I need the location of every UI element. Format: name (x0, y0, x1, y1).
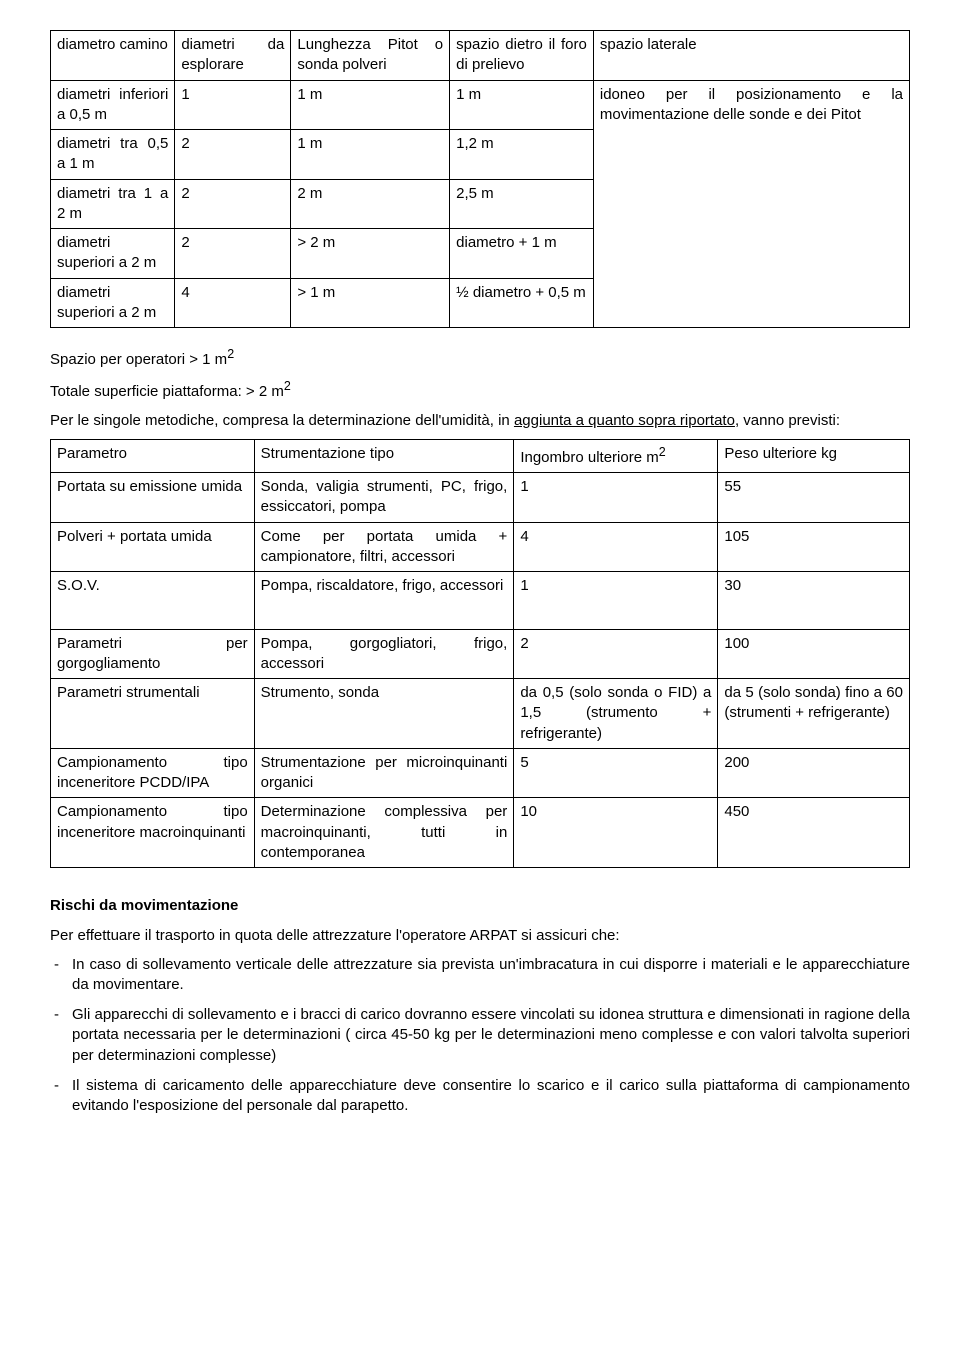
t2-h3: Peso ulteriore kg (718, 439, 910, 472)
t2-r5c0: Campionamento tipo inceneritore PCDD/IPA (51, 748, 255, 798)
t1-r4c3: ½ diametro + 0,5 m (450, 278, 594, 328)
t1-r1c3: 1,2 m (450, 130, 594, 180)
platform-area: Totale superficie piattaforma: > 2 m2 (50, 378, 910, 402)
t2-r2c0: S.O.V. (51, 572, 255, 601)
operator-space: Spazio per operatori > 1 m2 (50, 346, 910, 370)
risk-item-2: Il sistema di caricamento delle apparecc… (72, 1076, 910, 1117)
t2-r6c2: 10 (514, 798, 718, 868)
t1-r0c0: diametri inferiori a 0,5 m (51, 80, 175, 130)
section-intro: Per effettuare il trasporto in quota del… (50, 926, 910, 946)
t1-h4: spazio laterale (593, 31, 909, 81)
t1-r1c0: diametri tra 0,5 a 1 m (51, 130, 175, 180)
t1-h2: Lunghezza Pitot o sonda polveri (291, 31, 450, 81)
t1-r2c3: 2,5 m (450, 179, 594, 229)
t1-r3c0: diametri superiori a 2 m (51, 229, 175, 279)
t2-r1c1: Come per portata umida + campionatore, f… (254, 522, 514, 572)
t1-r0c1: 1 (175, 80, 291, 130)
risk-item-0: In caso di sollevamento verticale delle … (72, 955, 910, 996)
t1-h3: spazio dietro il foro di prelievo (450, 31, 594, 81)
t1-r3c1: 2 (175, 229, 291, 279)
t2-r4c0: Parametri strumentali (51, 679, 255, 749)
t2-r6c3: 450 (718, 798, 910, 868)
t1-r2c1: 2 (175, 179, 291, 229)
t2-r0c0: Portata su emissione umida (51, 473, 255, 523)
t2-r4c2: da 0,5 (solo sonda o FID) a 1,5 (strumen… (514, 679, 718, 749)
t2-h0: Parametro (51, 439, 255, 472)
t1-r2c0: diametri tra 1 a 2 m (51, 179, 175, 229)
risk-list: In caso di sollevamento verticale delle … (50, 955, 910, 1117)
t1-r1c1: 2 (175, 130, 291, 180)
t1-r0c2: 1 m (291, 80, 450, 130)
t2-r4c3: da 5 (solo sonda) fino a 60 (strumenti +… (718, 679, 910, 749)
t2-r0c2: 1 (514, 473, 718, 523)
t2-r6c0: Campionamento tipo inceneritore macroinq… (51, 798, 255, 868)
t1-r4c1: 4 (175, 278, 291, 328)
t1-h1: diametri da esplorare (175, 31, 291, 81)
table-chimney-dimensions: diametro camino diametri da esplorare Lu… (50, 30, 910, 328)
t2-r3c0: Parametri per gorgogliamento (51, 629, 255, 679)
t1-r4c0: diametri superiori a 2 m (51, 278, 175, 328)
t2-r5c3: 200 (718, 748, 910, 798)
t2-r2c3: 30 (718, 572, 910, 601)
section-title: Rischi da movimentazione (50, 896, 910, 916)
t2-r1c3: 105 (718, 522, 910, 572)
t2-r0c3: 55 (718, 473, 910, 523)
methods-intro: Per le singole metodiche, compresa la de… (50, 411, 910, 431)
t1-r0c3: 1 m (450, 80, 594, 130)
t2-h2: Ingombro ulteriore m2 (514, 439, 718, 472)
t1-r3c3: diametro + 1 m (450, 229, 594, 279)
t2-r5c1: Strumentazione per microinquinanti organ… (254, 748, 514, 798)
t2-r3c3: 100 (718, 629, 910, 679)
t2-r2c1: Pompa, riscaldatore, frigo, accessori (254, 572, 514, 601)
t1-r4c2: > 1 m (291, 278, 450, 328)
t2-r1c0: Polveri + portata umida (51, 522, 255, 572)
table-parameters: Parametro Strumentazione tipo Ingombro u… (50, 439, 910, 868)
t2-r6c1: Determinazione complessiva per macroinqu… (254, 798, 514, 868)
t1-r3c2: > 2 m (291, 229, 450, 279)
t1-merged: idoneo per il posizionamento e la movime… (593, 80, 909, 328)
t2-r4c1: Strumento, sonda (254, 679, 514, 749)
t2-r1c2: 4 (514, 522, 718, 572)
t2-r5c2: 5 (514, 748, 718, 798)
t1-h0: diametro camino (51, 31, 175, 81)
t2-h1: Strumentazione tipo (254, 439, 514, 472)
t2-r3c1: Pompa, gorgogliatori, frigo, accessori (254, 629, 514, 679)
t1-r1c2: 1 m (291, 130, 450, 180)
t2-r2c2: 1 (514, 572, 718, 601)
t2-r0c1: Sonda, valigia strumenti, PC, frigo, ess… (254, 473, 514, 523)
t2-r3c2: 2 (514, 629, 718, 679)
risk-item-1: Gli apparecchi di sollevamento e i bracc… (72, 1005, 910, 1066)
t1-r2c2: 2 m (291, 179, 450, 229)
